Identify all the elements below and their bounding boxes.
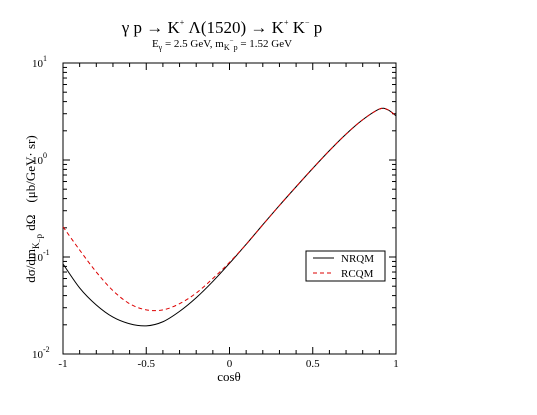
series-line-rcqm <box>62 107 397 312</box>
legend-label-nrqm: NRQM <box>341 253 374 265</box>
x-tick-label-1: -0.5 <box>138 358 156 370</box>
x-tick-label-2: 0 <box>227 358 233 370</box>
series-line-nrqm <box>62 107 397 327</box>
y-tick-label-0: 10-2 <box>32 345 50 361</box>
legend: NRQM RCQM <box>305 250 386 282</box>
plot-frame <box>62 62 397 355</box>
legend-box <box>305 250 386 282</box>
x-axis-title: cosθ <box>217 369 241 384</box>
y-tick-label-1: 10-1 <box>32 248 50 264</box>
x-tick-label-4: 1 <box>393 358 399 370</box>
chart-subtitle: Eγ = 2.5 GeV, mK−p = 1.52 GeV <box>152 37 292 52</box>
y-tick-label-2: 100 <box>32 151 47 167</box>
axis-ticks: -1 -0.5 0 0.5 1 10-2 10-1 100 101 <box>32 54 399 370</box>
y-axis-title: dσ/dmK−p dΩ(μb/GeV· sr) <box>23 135 44 282</box>
legend-label-rcqm: RCQM <box>341 268 374 280</box>
x-tick-label-3: 0.5 <box>306 358 320 370</box>
y-tick-label-3: 101 <box>32 54 47 70</box>
chart-title: γ p → K+ Λ(1520) → K+ K− p <box>121 18 323 37</box>
series-lines <box>62 107 397 327</box>
x-tick-label-0: -1 <box>58 358 67 370</box>
